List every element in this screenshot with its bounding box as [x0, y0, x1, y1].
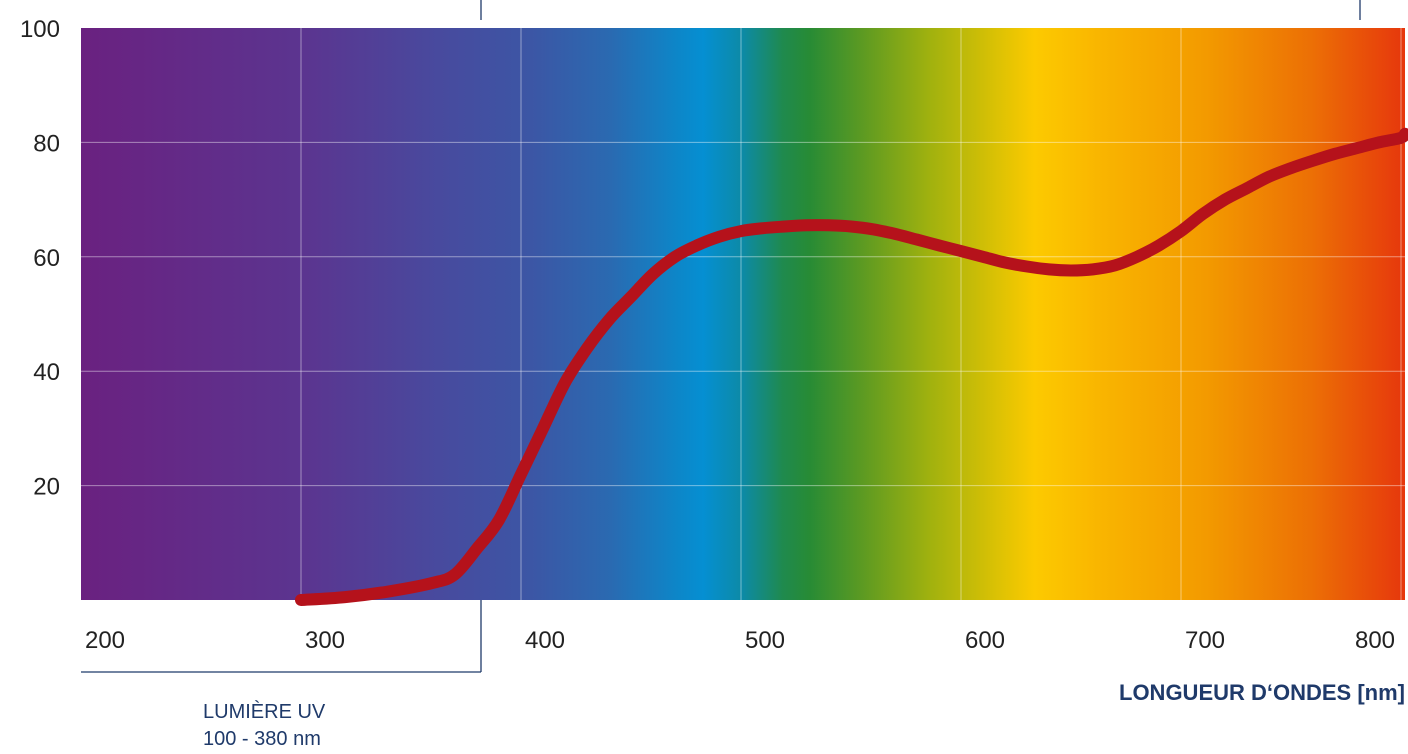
- y-tick-labels: 20 40 60 80 100: [20, 16, 60, 501]
- x-tick-label: 800: [1355, 627, 1395, 654]
- y-tick-label: 40: [33, 359, 60, 386]
- uv-label: LUMIÈRE UV: [203, 700, 326, 723]
- spectrum-background: [81, 28, 1405, 600]
- x-tick-label: 500: [745, 627, 785, 654]
- x-tick-label: 200: [85, 627, 125, 654]
- y-tick-label: 20: [33, 474, 60, 501]
- x-tick-label: 400: [525, 627, 565, 654]
- x-tick-label: 600: [965, 627, 1005, 654]
- x-tick-label: 300: [305, 627, 345, 654]
- y-tick-label: 60: [33, 245, 60, 272]
- x-tick-label: 700: [1185, 627, 1225, 654]
- y-tick-label: 80: [33, 130, 60, 157]
- x-axis-label: LONGUEUR D‘ONDES [nm]: [1119, 680, 1405, 705]
- grid: [81, 28, 1405, 600]
- series-line: [295, 127, 1408, 606]
- y-tick-label: 100: [20, 16, 60, 43]
- uv-range: 100 - 380 nm: [203, 728, 321, 750]
- x-tick-labels: 200 300 400 500 600 700 800: [85, 627, 1395, 654]
- uv-marker: [81, 0, 1361, 673]
